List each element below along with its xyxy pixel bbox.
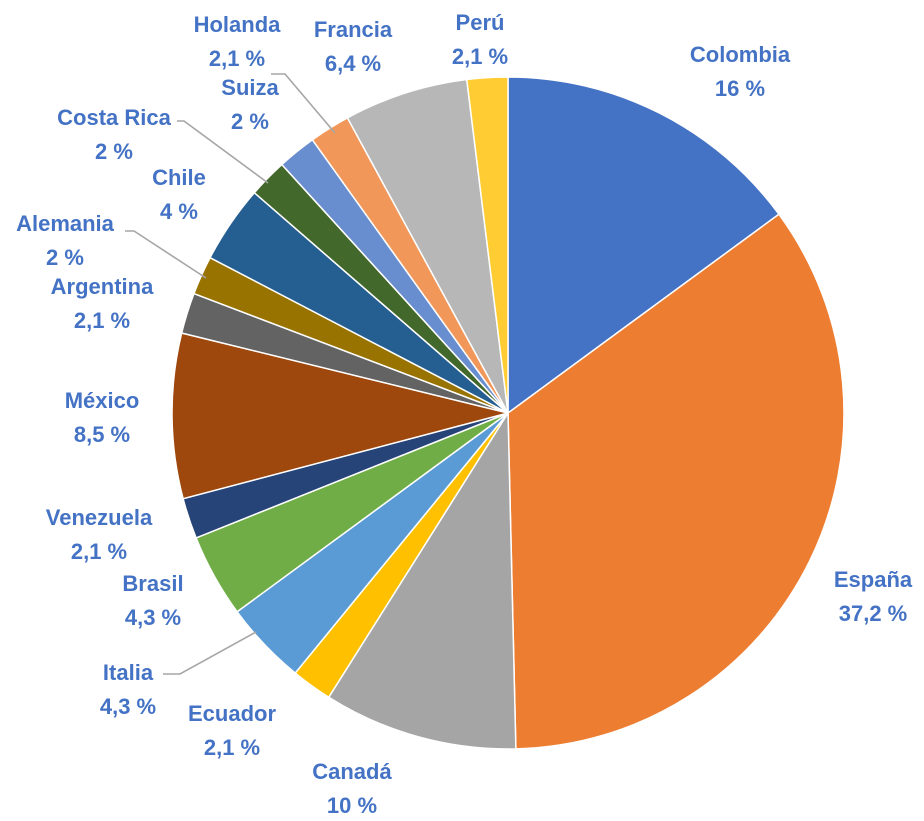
- slice-value-brasil: 4,3 %: [125, 605, 181, 630]
- slice-value-canada: 10 %: [327, 793, 377, 818]
- leader-line-costa-rica: [177, 120, 269, 184]
- slice-label-italia: Italia: [103, 660, 154, 685]
- pie-slice-mexico: [171, 332, 509, 500]
- slice-label-brasil: Brasil: [122, 571, 183, 596]
- slice-value-argentina: 2,1 %: [74, 308, 130, 333]
- slice-label-canada: Canadá: [312, 759, 392, 784]
- slice-value-mexico: 8,5 %: [74, 422, 130, 447]
- slice-label-venezuela: Venezuela: [46, 505, 153, 530]
- slice-value-peru: 2,1 %: [452, 44, 508, 69]
- slice-label-holanda: Holanda: [194, 12, 282, 37]
- slice-label-alemania: Alemania: [16, 211, 115, 236]
- leader-lines: [125, 73, 336, 675]
- slice-value-chile: 4 %: [160, 199, 198, 224]
- slice-value-venezuela: 2,1 %: [71, 539, 127, 564]
- slice-value-francia: 6,4 %: [325, 51, 381, 76]
- pie-slice-colombia: [507, 76, 780, 415]
- slice-value-italia: 4,3 %: [100, 694, 156, 719]
- pie-slice-espana: [507, 213, 845, 750]
- pie-slice-peru: [465, 76, 509, 414]
- slice-label-argentina: Argentina: [51, 274, 154, 299]
- slice-label-francia: Francia: [314, 17, 393, 42]
- slice-value-holanda: 2,1 %: [209, 46, 265, 71]
- slice-label-chile: Chile: [152, 165, 206, 190]
- slice-value-colombia: 16 %: [715, 76, 765, 101]
- slice-label-costa-rica: Costa Rica: [57, 105, 171, 130]
- slice-label-mexico: México: [65, 388, 140, 413]
- slice-value-ecuador: 2,1 %: [204, 735, 260, 760]
- slice-label-ecuador: Ecuador: [188, 701, 276, 726]
- leader-line-holanda: [271, 73, 336, 134]
- slice-value-costa-rica: 2 %: [95, 139, 133, 164]
- slice-value-espana: 37,2 %: [839, 601, 908, 626]
- slice-labels: Colombia 16 % España 37,2 % Canadá 10 % Ecuado…: [16, 10, 913, 818]
- leader-line-italia: [163, 631, 257, 675]
- slice-label-colombia: Colombia: [690, 42, 791, 67]
- slice-label-suiza: Suiza: [221, 75, 279, 100]
- slice-value-alemania: 2 %: [46, 245, 84, 270]
- slice-label-espana: España: [834, 567, 913, 592]
- pie-slices: [171, 76, 845, 750]
- leader-line-alemania: [125, 230, 207, 279]
- pie-slice-francia: [346, 78, 509, 414]
- slice-value-suiza: 2 %: [231, 109, 269, 134]
- slice-label-peru: Perú: [456, 10, 505, 35]
- pie-slice-canada: [327, 410, 517, 750]
